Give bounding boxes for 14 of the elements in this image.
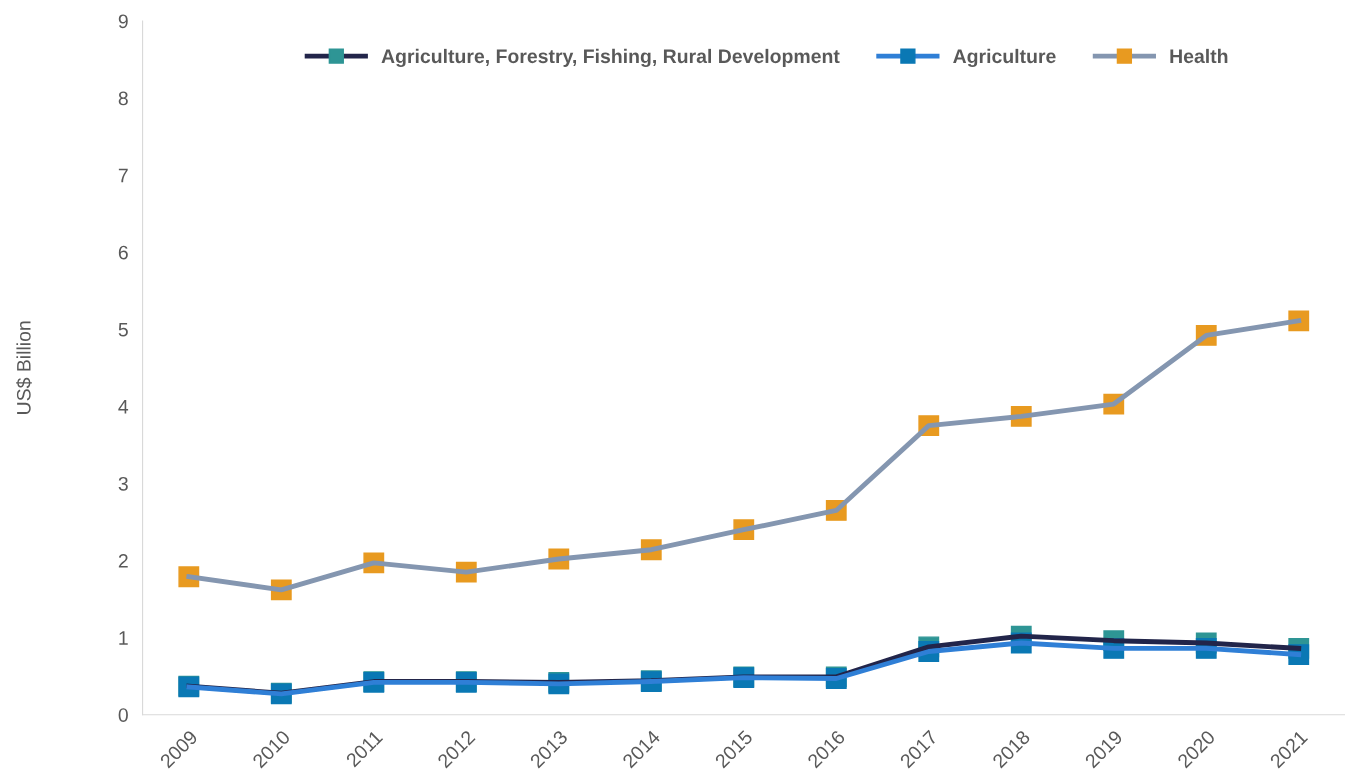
y-tick-label: 5: [118, 322, 128, 337]
y-tick-label: 8: [118, 91, 128, 106]
y-tick-label: 7: [118, 168, 128, 183]
legend-label: Agriculture, Forestry, Fishing, Rural Development: [381, 48, 840, 68]
y-axis-title: US$ Billion: [16, 321, 32, 414]
y-tick-label: 3: [118, 476, 128, 491]
y-tick-label: 9: [118, 14, 128, 29]
y-tick-label: 4: [118, 400, 129, 414]
y-tick-label: 1: [119, 631, 128, 645]
y-tick-label: 0: [118, 708, 128, 722]
legend-label: Agriculture: [953, 48, 1056, 68]
y-tick-label: 6: [118, 245, 128, 260]
legend-label: Health: [1170, 48, 1228, 64]
y-tick-label: 2: [118, 554, 128, 568]
